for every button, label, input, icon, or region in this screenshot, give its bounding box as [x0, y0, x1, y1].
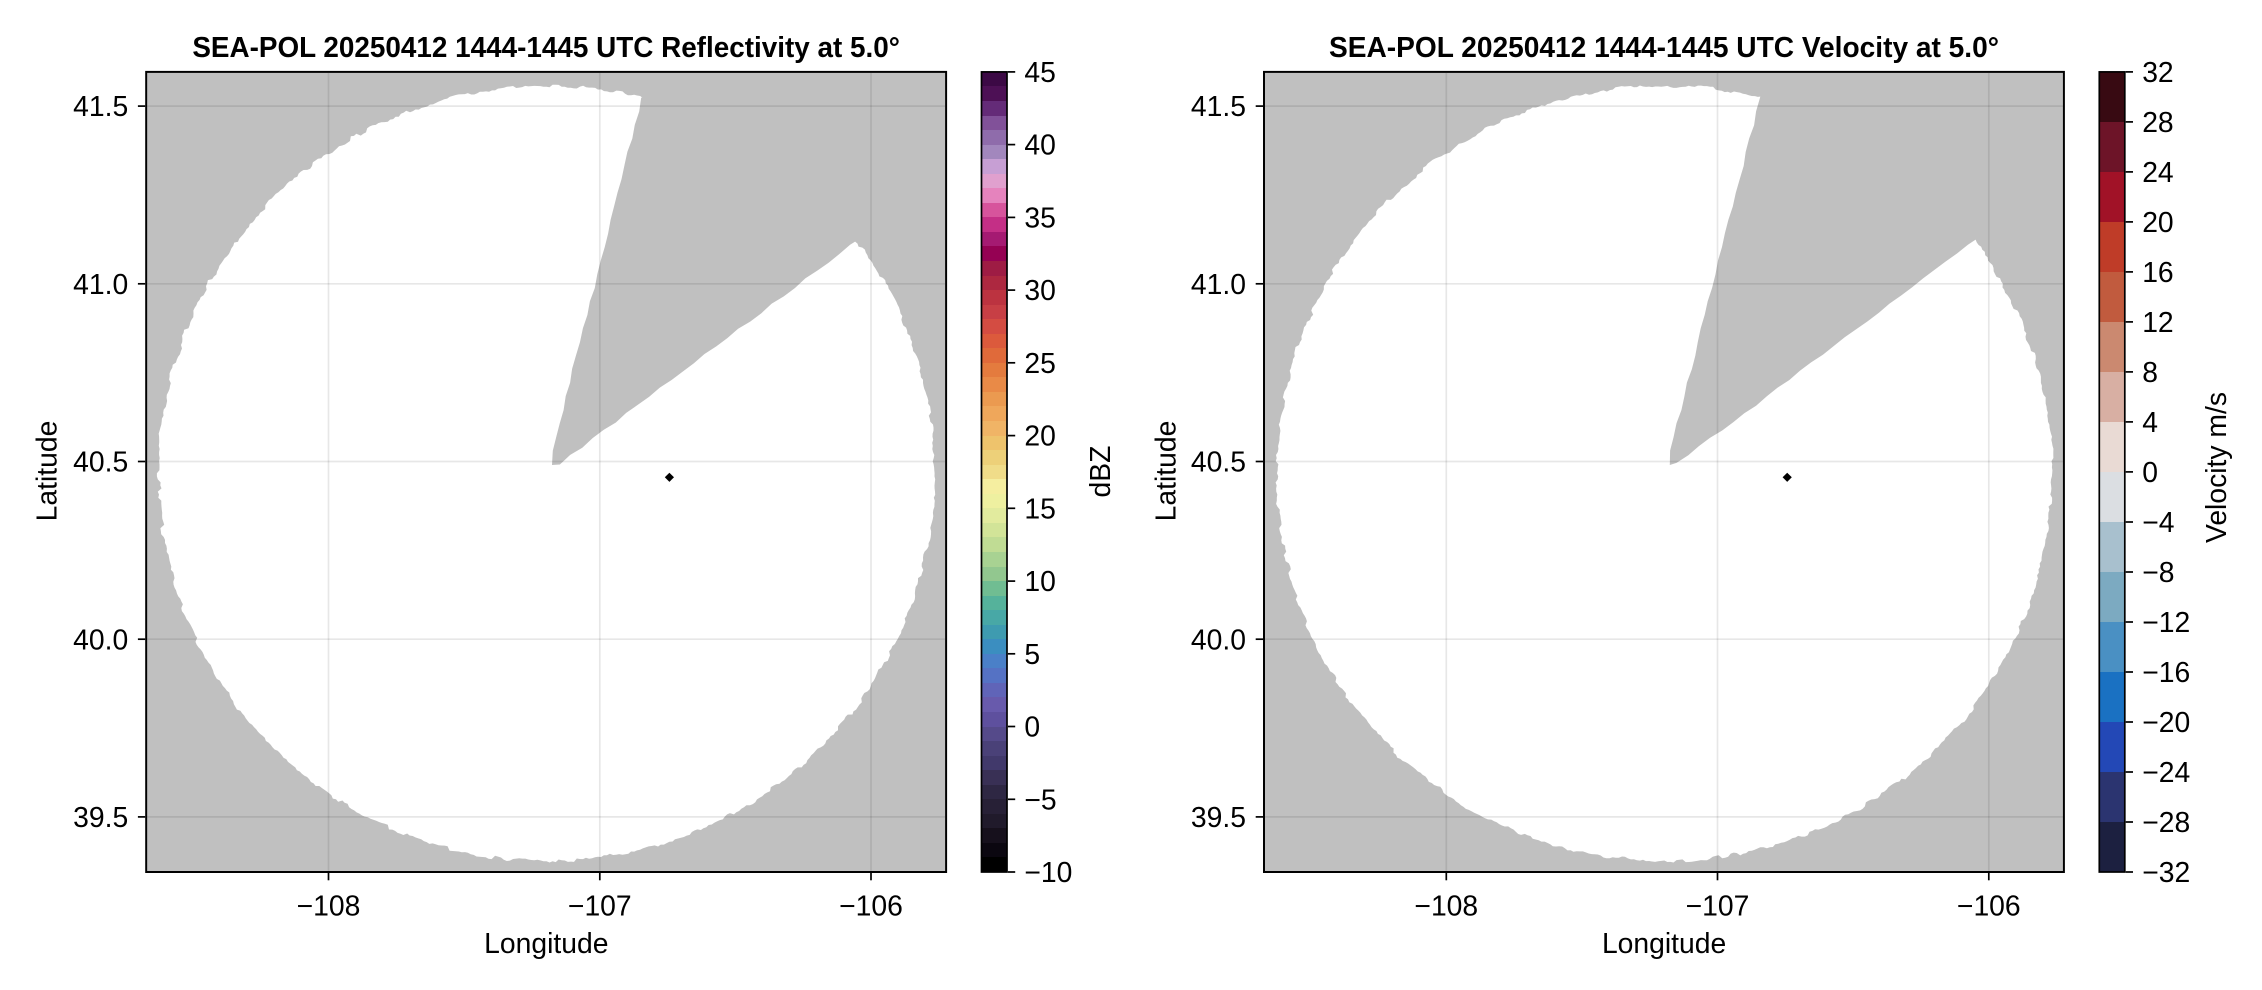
- svg-text:Latitude: Latitude: [1150, 421, 1182, 522]
- svg-text:10: 10: [1024, 565, 1055, 597]
- svg-text:40.0: 40.0: [73, 623, 128, 655]
- svg-text:30: 30: [1024, 274, 1055, 306]
- svg-text:40.0: 40.0: [1191, 623, 1246, 655]
- svg-text:−107: −107: [568, 889, 632, 921]
- svg-text:−108: −108: [1414, 889, 1478, 921]
- svg-text:Latitude: Latitude: [30, 421, 62, 522]
- svg-text:Velocity m/s: Velocity m/s: [2200, 392, 2232, 543]
- svg-text:41.5: 41.5: [73, 90, 128, 122]
- svg-text:−20: −20: [2142, 706, 2190, 738]
- svg-text:−4: −4: [2142, 506, 2174, 538]
- svg-text:dBZ: dBZ: [1084, 446, 1116, 498]
- svg-text:32: 32: [2142, 56, 2173, 88]
- svg-text:−108: −108: [297, 889, 361, 921]
- svg-text:−5: −5: [1024, 783, 1056, 815]
- svg-text:−28: −28: [2142, 806, 2190, 838]
- svg-text:40: 40: [1024, 129, 1055, 161]
- svg-text:12: 12: [2142, 306, 2173, 338]
- svg-text:−107: −107: [1686, 889, 1750, 921]
- svg-text:35: 35: [1024, 202, 1055, 234]
- svg-text:−24: −24: [2142, 756, 2190, 788]
- svg-text:0: 0: [2142, 456, 2158, 488]
- svg-text:41.0: 41.0: [1191, 268, 1246, 300]
- svg-text:40.5: 40.5: [73, 446, 128, 478]
- svg-text:SEA-POL 20250412 1444-1445 UTC: SEA-POL 20250412 1444-1445 UTC Reflectiv…: [192, 31, 900, 63]
- svg-text:−12: −12: [2142, 606, 2190, 638]
- svg-text:41.0: 41.0: [73, 268, 128, 300]
- svg-text:24: 24: [2142, 156, 2173, 188]
- svg-text:41.5: 41.5: [1191, 90, 1246, 122]
- svg-text:45: 45: [1024, 56, 1055, 88]
- svg-text:5: 5: [1024, 638, 1040, 670]
- svg-text:28: 28: [2142, 106, 2173, 138]
- svg-text:−32: −32: [2142, 856, 2190, 888]
- svg-text:−106: −106: [1957, 889, 2021, 921]
- svg-text:15: 15: [1024, 492, 1055, 524]
- svg-text:−106: −106: [839, 889, 903, 921]
- svg-text:39.5: 39.5: [1191, 801, 1246, 833]
- svg-text:25: 25: [1024, 347, 1055, 379]
- svg-text:4: 4: [2142, 406, 2158, 438]
- svg-text:20: 20: [2142, 206, 2173, 238]
- svg-text:Longitude: Longitude: [484, 927, 608, 959]
- svg-text:Longitude: Longitude: [1602, 927, 1726, 959]
- svg-text:40.5: 40.5: [1191, 446, 1246, 478]
- svg-text:16: 16: [2142, 256, 2173, 288]
- svg-text:SEA-POL 20250412 1444-1445 UTC: SEA-POL 20250412 1444-1445 UTC Velocity …: [1329, 31, 1999, 63]
- svg-text:20: 20: [1024, 420, 1055, 452]
- svg-text:39.5: 39.5: [73, 801, 128, 833]
- svg-text:0: 0: [1024, 711, 1040, 743]
- svg-text:−16: −16: [2142, 656, 2190, 688]
- svg-text:8: 8: [2142, 356, 2158, 388]
- svg-text:−10: −10: [1024, 856, 1072, 888]
- svg-text:−8: −8: [2142, 556, 2174, 588]
